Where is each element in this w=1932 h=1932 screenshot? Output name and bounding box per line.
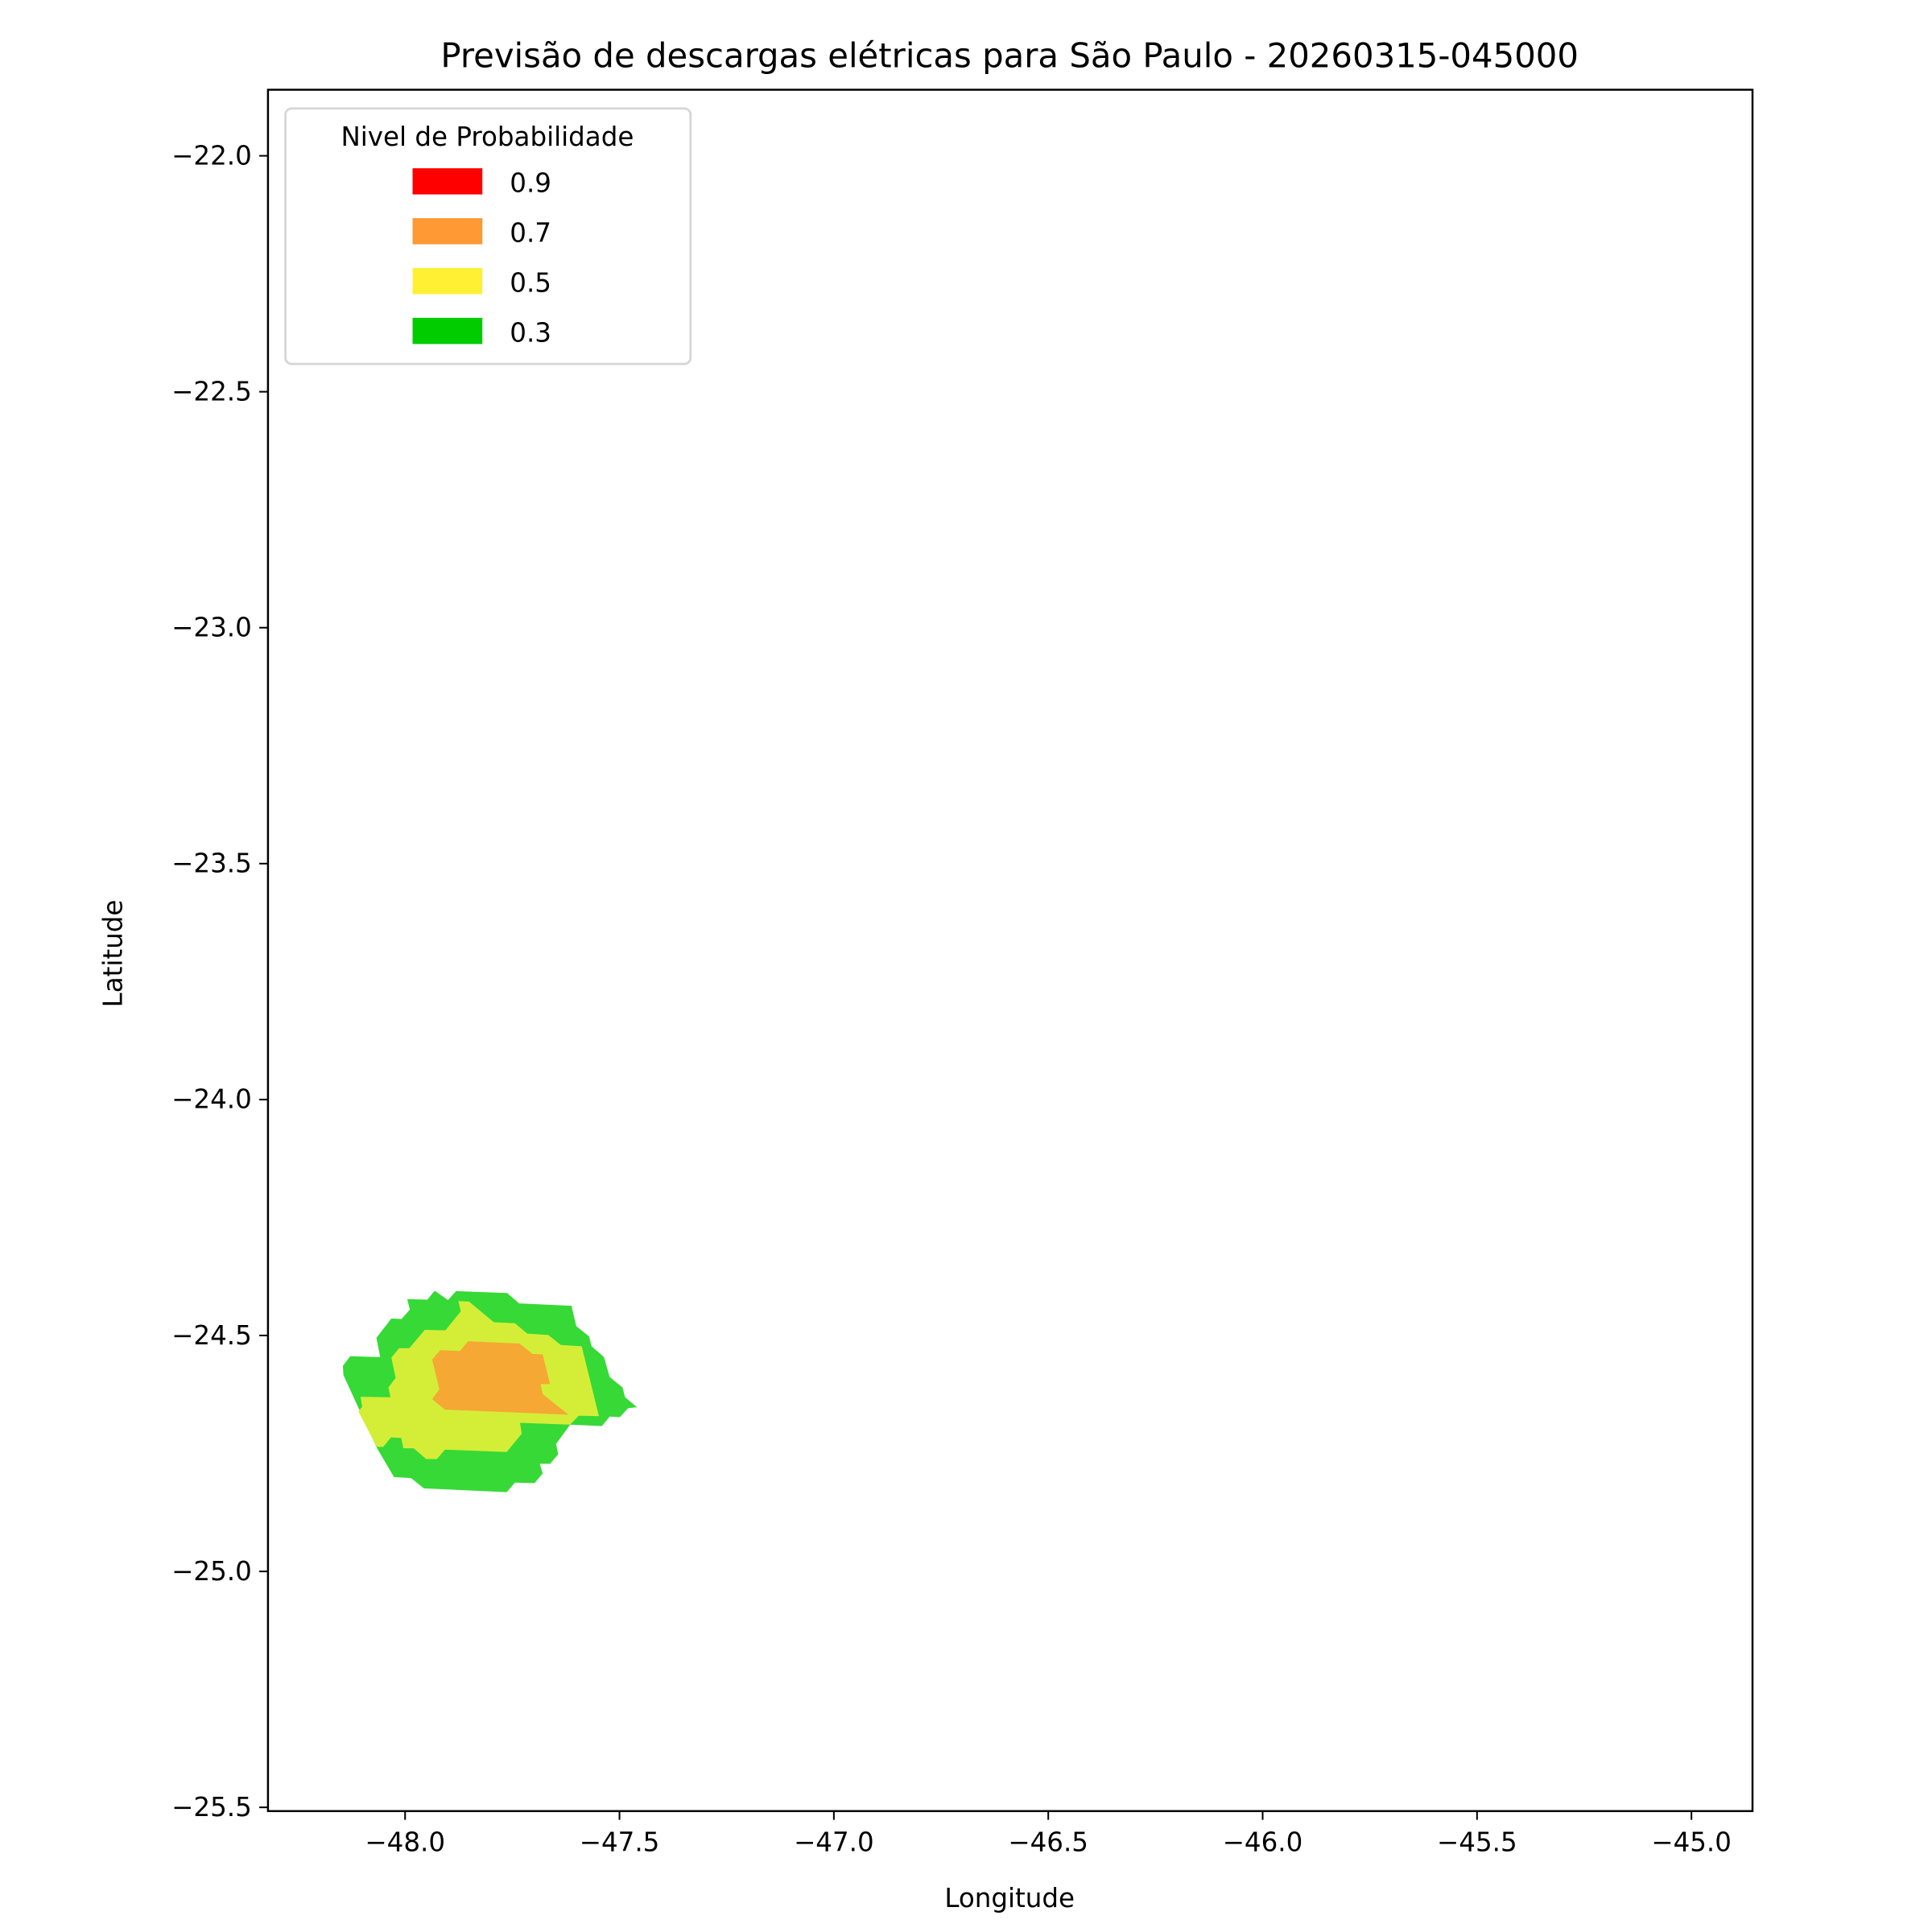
x-tick-label: −46.5 — [1008, 1827, 1088, 1857]
y-tick-label: −22.0 — [171, 140, 252, 171]
x-tick-label: −45.0 — [1651, 1827, 1732, 1857]
legend-frame — [284, 107, 692, 365]
x-axis: −48.0 −47.5 −47.0 −46.5 −46.0 −45.5 −45.0 — [365, 1810, 1732, 1857]
x-tick-label: −45.5 — [1437, 1827, 1517, 1857]
x-tick-label: −46.0 — [1223, 1827, 1303, 1857]
legend-label: 0.7 — [510, 217, 551, 248]
x-axis-label: Longitude — [944, 1883, 1075, 1913]
y-axis: −22.0 −22.5 −23.0 −23.5 −24.0 −24.5 −25.0 −25.5 — [171, 140, 268, 1823]
legend-label: 0.3 — [510, 317, 551, 348]
contour-regions — [342, 1290, 638, 1492]
legend-swatch — [412, 317, 483, 345]
legend: Nivel de Probabilidade 0.9 0.7 0.5 0.3 — [284, 107, 692, 365]
legend-label: 0.5 — [510, 267, 551, 298]
y-tick-label: −24.5 — [171, 1320, 252, 1351]
legend-swatch — [412, 217, 483, 245]
y-tick-label: −24.0 — [171, 1084, 252, 1115]
chart-title: Previsão de descargas elétricas para São… — [440, 36, 1579, 76]
plot-area-frame — [266, 89, 1754, 1813]
y-tick-label: −25.5 — [171, 1792, 252, 1823]
contour-region-0-7 — [431, 1341, 569, 1415]
y-axis-label: Latitude — [98, 900, 129, 1008]
y-tick-label: −23.5 — [171, 848, 252, 879]
x-tick-label: −48.0 — [365, 1827, 445, 1857]
x-tick-label: −47.0 — [794, 1827, 874, 1857]
y-tick-label: −22.5 — [171, 376, 252, 407]
x-tick-label: −47.5 — [580, 1827, 660, 1857]
legend-swatch — [412, 267, 483, 295]
legend-swatch — [412, 168, 483, 195]
legend-label: 0.9 — [510, 167, 551, 198]
y-tick-label: −23.0 — [171, 613, 252, 643]
legend-title: Nivel de Probabilidade — [341, 122, 634, 152]
legend-entries: 0.9 0.7 0.5 0.3 — [412, 167, 551, 348]
y-tick-label: −25.0 — [171, 1556, 252, 1587]
